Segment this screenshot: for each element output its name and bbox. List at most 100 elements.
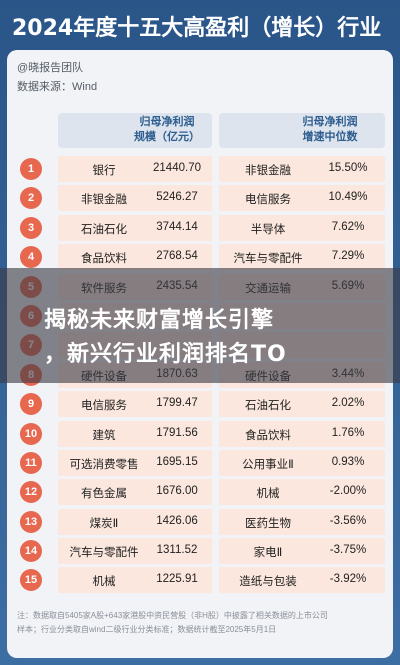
right-cell	[219, 449, 385, 476]
left-cell	[58, 185, 212, 212]
right-cell	[219, 244, 385, 271]
right-industry: 电信服务	[245, 194, 291, 207]
left-cell	[58, 479, 212, 506]
right-industry: 造纸与包装	[239, 576, 297, 589]
right-industry: 公用事业Ⅱ	[242, 458, 294, 471]
right-cell	[219, 420, 385, 447]
left-value: 1695.15	[156, 455, 198, 468]
right-column-header: 归母净利润 增速中位数	[275, 114, 385, 144]
right-cell	[219, 214, 385, 241]
rank-badge: 1	[20, 158, 42, 180]
left-header-bar	[58, 113, 212, 148]
data-source: 数据来源：Wind	[17, 81, 98, 93]
left-value: 1791.56	[156, 426, 198, 439]
rank-badge: 4	[20, 246, 42, 269]
table-row: 3 石油石化 3744.14 半导体 7.62%	[7, 213, 393, 242]
table-row: 11 可选消费零售 1695.15 公用事业Ⅱ 0.93%	[7, 448, 393, 477]
left-cell	[58, 508, 212, 535]
rank-badge: 14	[20, 540, 42, 563]
right-industry: 食品饮料	[245, 429, 291, 442]
right-cell	[219, 508, 385, 535]
left-value: 2768.54	[156, 250, 198, 263]
headline-overlay	[0, 268, 400, 383]
left-industry: 可选消费零售	[69, 458, 139, 471]
table-row: 13 煤炭Ⅱ 1426.06 医药生物 -3.56%	[7, 507, 393, 536]
left-value: 3744.14	[156, 220, 198, 233]
right-industry: 家电Ⅱ	[253, 547, 283, 560]
right-cell	[219, 156, 385, 182]
left-value: 1311.52	[156, 544, 198, 557]
left-industry: 有色金属	[81, 488, 127, 501]
table-row: 15 机械 1225.91 造纸与包装 -3.92%	[7, 565, 393, 594]
rank-badge: 13	[20, 510, 42, 533]
left-industry: 石油石化	[81, 223, 127, 236]
left-value: 1676.00	[156, 485, 198, 498]
right-value: -2.00%	[329, 485, 367, 498]
table-row: 14 汽车与零配件 1311.52 家电Ⅱ -3.75%	[7, 536, 393, 565]
rank-badge: 9	[20, 393, 42, 416]
right-cell	[219, 391, 385, 418]
right-industry: 半导体	[250, 223, 286, 236]
left-cell	[58, 538, 212, 565]
right-value: -3.56%	[329, 514, 367, 527]
left-value: 1799.47	[156, 397, 198, 410]
headline-line1: 揭秘未来财富增长引擎	[44, 308, 275, 333]
right-industry: 机械	[256, 488, 280, 501]
rank-badge: 3	[20, 216, 42, 239]
left-value: 1225.91	[156, 573, 198, 586]
rank-badge: 2	[20, 187, 42, 210]
left-industry: 汽车与零配件	[69, 547, 139, 560]
left-header-line2: 规模（亿元）	[134, 130, 200, 143]
right-value: -3.75%	[329, 544, 367, 557]
page-title: 2024年度十五大高盈利（增长）行业	[12, 16, 382, 41]
right-cell	[219, 479, 385, 506]
table-row: 12 有色金属 1676.00 机械 -2.00%	[7, 477, 393, 506]
author-credit: @晓报告团队	[17, 62, 84, 74]
left-industry: 煤炭Ⅱ	[89, 517, 119, 530]
table-row: 4 食品饮料 2768.54 汽车与零配件 7.29%	[7, 242, 393, 271]
left-cell	[58, 449, 212, 476]
right-value: -3.92%	[329, 573, 367, 586]
table-row: 1 银行 21440.70 非银金融 15.50%	[7, 154, 393, 183]
rank-badge: 11	[20, 451, 42, 474]
right-cell	[219, 567, 385, 594]
right-value: 7.62%	[331, 220, 365, 233]
right-industry: 石油石化	[245, 400, 291, 413]
left-cell	[58, 244, 212, 271]
rank-badge: 10	[20, 422, 42, 445]
right-value: 7.29%	[331, 250, 365, 263]
left-cell	[58, 391, 212, 418]
right-cell	[219, 185, 385, 212]
left-cell	[58, 156, 212, 182]
table-row: 10 建筑 1791.56 食品饮料 1.76%	[7, 419, 393, 448]
left-header-line1: 归母净利润	[139, 115, 195, 128]
table-row: 9 电信服务 1799.47 石油石化 2.02%	[7, 389, 393, 418]
left-industry: 机械	[92, 576, 116, 589]
left-column-header: 归母净利润 规模（亿元）	[117, 114, 217, 144]
left-industry: 建筑	[92, 429, 116, 442]
right-header-line1: 归母净利润	[302, 115, 358, 128]
left-value: 1426.06	[156, 514, 198, 527]
right-cell	[219, 538, 385, 565]
left-cell	[58, 214, 212, 241]
left-industry: 食品饮料	[81, 253, 127, 266]
right-value: 0.93%	[331, 455, 365, 468]
headline-line2: ，新兴行业利润排名TO	[44, 342, 287, 367]
left-value: 5246.27	[156, 191, 198, 204]
left-industry: 银行	[92, 165, 116, 177]
footnote-line1: 注：数据取自5405家A股+643家港股中资民营股（非H股）中披露了相关数据的上…	[17, 611, 328, 620]
footnote-line2: 样本；行业分类取自wind二级行业分类标准；数据统计截至2025年5月1日	[17, 625, 277, 634]
left-value: 21440.70	[153, 162, 201, 174]
right-header-bar	[219, 113, 385, 148]
right-value: 15.50%	[328, 162, 368, 174]
right-header-line2: 增速中位数	[302, 130, 358, 143]
left-industry: 非银金融	[81, 194, 127, 207]
rank-badge: 15	[20, 569, 42, 592]
left-cell	[58, 567, 212, 594]
right-industry: 非银金融	[245, 165, 291, 177]
table-row: 2 非银金融 5246.27 电信服务 10.49%	[7, 183, 393, 212]
left-industry: 电信服务	[81, 400, 127, 413]
rank-badge: 12	[20, 481, 42, 504]
right-industry: 医药生物	[245, 517, 291, 530]
